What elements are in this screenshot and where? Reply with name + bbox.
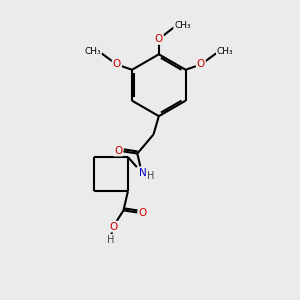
Text: CH₃: CH₃ — [174, 21, 191, 30]
Text: H: H — [106, 235, 114, 245]
Text: O: O — [114, 146, 122, 156]
Text: O: O — [139, 208, 147, 218]
Text: O: O — [112, 59, 121, 70]
Text: N: N — [140, 168, 147, 178]
Text: H: H — [148, 171, 155, 181]
Text: O: O — [109, 222, 117, 232]
Text: O: O — [155, 34, 163, 44]
Text: O: O — [197, 59, 205, 70]
Text: CH₃: CH₃ — [217, 47, 233, 56]
Text: CH₃: CH₃ — [84, 47, 101, 56]
